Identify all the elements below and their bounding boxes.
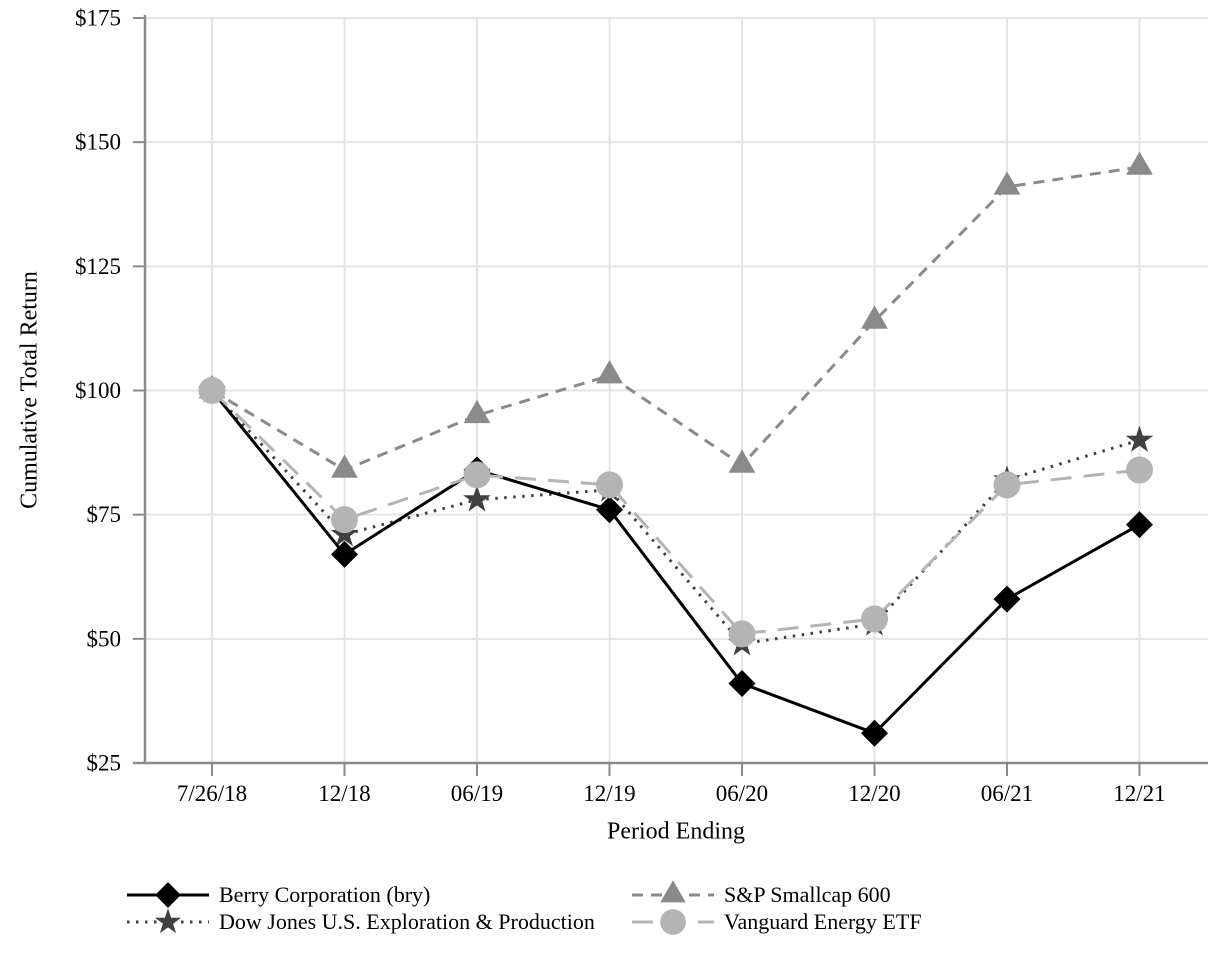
legend-label: Berry Corporation (bry) [219,882,431,907]
triangle-marker [331,454,358,478]
x-tick-label: 06/21 [981,781,1033,806]
circle-marker [660,908,686,935]
y-tick-label: $150 [75,130,121,155]
legend-item: Dow Jones U.S. Exploration & Production [125,907,630,935]
y-tick-label: $25 [87,751,122,776]
legend-item: Berry Corporation (bry) [125,881,630,908]
triangle-marker [861,305,888,329]
circle-marker [1126,456,1153,484]
diamond-marker [331,540,358,568]
star-marker [1125,425,1154,452]
legend-label: Dow Jones U.S. Exploration & Production [219,909,595,934]
diamond-marker [596,496,623,524]
circle-marker [596,471,623,499]
series-line [211,165,1140,472]
x-tick-label: 12/21 [1113,781,1165,806]
x-tick-label: 7/26/18 [177,781,247,806]
legend-item: Vanguard Energy ETF [630,908,922,935]
y-tick-label: $175 [75,6,121,31]
triangle-marker [1126,151,1153,175]
diamond-marker [155,881,181,908]
diamond-marker [1126,511,1153,539]
triangle-marker [463,399,491,424]
legend-key [127,907,209,933]
legend-key [632,880,714,902]
legend-key [632,908,714,935]
legend-item: S&P Smallcap 600 [630,880,922,908]
series-circle [198,377,1153,648]
y-tick-label: $125 [75,254,121,279]
legend-label: Vanguard Energy ETF [724,909,922,934]
star-marker [154,907,182,933]
diamond-marker [728,670,756,698]
circle-marker [198,377,226,404]
diamond-marker [993,585,1021,613]
circle-marker [463,461,491,489]
diamond-marker [861,719,888,747]
circle-marker [728,620,756,648]
legend-label: S&P Smallcap 600 [724,882,891,907]
x-axis-title: Period Ending [607,818,745,845]
x-tick-label: 06/20 [716,781,768,806]
circle-marker [993,471,1021,499]
series-line [210,389,1140,646]
triangle-marker [596,360,623,384]
star-marker [330,520,359,547]
series-triangle [198,151,1153,478]
x-tick-label: 06/19 [451,781,503,806]
circle-marker [861,605,888,633]
y-tick-label: $100 [75,378,121,403]
triangle-marker [993,171,1021,195]
star-marker [463,485,491,512]
y-tick-label: $75 [87,502,122,527]
x-tick-label: 12/18 [318,781,370,806]
x-tick-label: 12/20 [848,781,900,806]
x-tick-label: 12/19 [583,781,635,806]
series-line [210,389,1141,735]
circle-marker [331,506,358,534]
legend-key [127,881,209,908]
series-line [210,389,1140,636]
y-axis-title: Cumulative Total Return [16,271,43,509]
triangle-marker [728,449,756,473]
chart-legend: Berry Corporation (bry) Dow Jones U.S. Ex… [125,880,922,935]
y-tick-label: $50 [87,626,122,651]
triangle-marker [660,880,686,902]
series-diamond [198,377,1153,747]
